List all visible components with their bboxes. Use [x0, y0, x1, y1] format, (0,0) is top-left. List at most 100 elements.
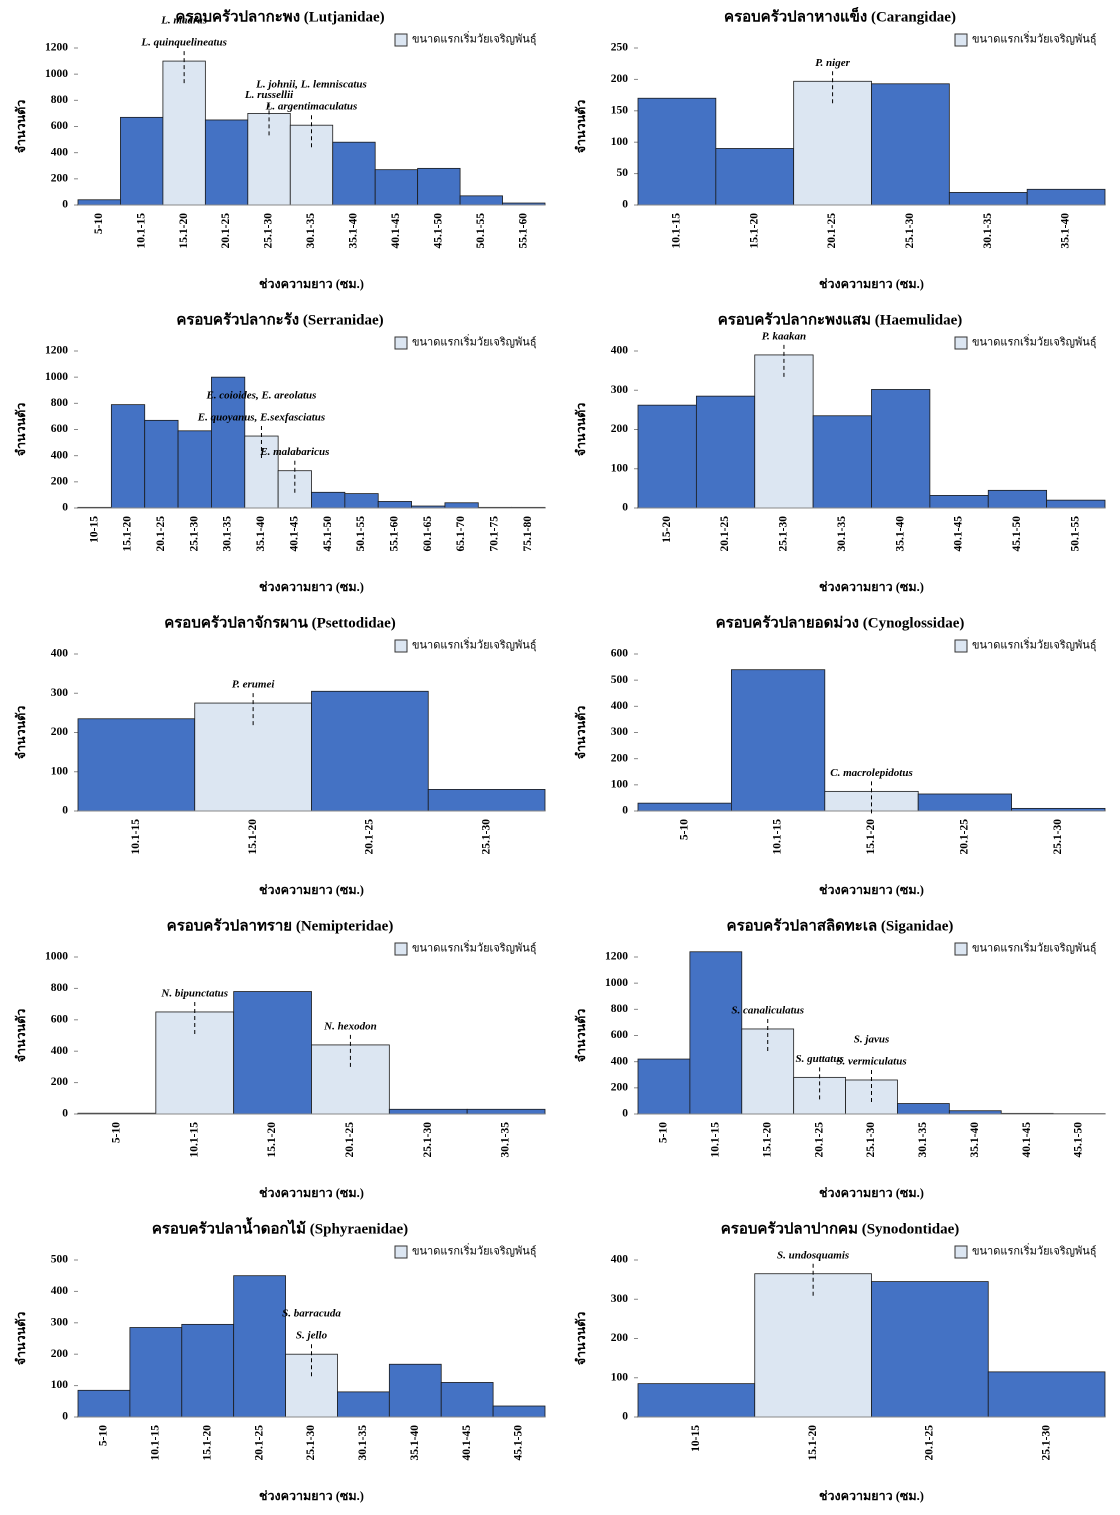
- y-tick-label: 400: [611, 700, 629, 712]
- x-tick-label: 10.1-15: [709, 1122, 721, 1158]
- y-tick-label: 400: [51, 1045, 69, 1057]
- bar: [492, 1405, 546, 1418]
- y-tick-label: 1200: [605, 951, 628, 963]
- y-tick-label: 600: [51, 120, 69, 132]
- x-tick-label: 30.1-35: [982, 213, 994, 249]
- x-tick-label: 10.1-15: [149, 1425, 161, 1461]
- y-tick-label: 500: [51, 1254, 69, 1266]
- y-tick-label: 0: [62, 199, 68, 211]
- annotation: P. kaakan: [762, 330, 806, 342]
- y-tick-label: 200: [611, 73, 629, 85]
- bar: [948, 192, 1028, 206]
- x-tick-label: 75.1-80: [522, 516, 534, 552]
- legend-label: ขนาดแรกเริ่มวัยเจริญพันธุ์: [972, 637, 1097, 652]
- x-tick-label: 20.1-25: [220, 213, 232, 249]
- chart-title: ครอบครัวปลากะพง (Lutjanidae): [175, 8, 384, 25]
- legend-label: ขนาดแรกเริ่มวัยเจริญพันธุ์: [972, 940, 1097, 955]
- y-tick-label: 200: [611, 423, 629, 435]
- legend-swatch: [954, 33, 968, 47]
- x-tick-label: 55.1-60: [517, 213, 529, 249]
- y-axis-title: จำนวนตัว: [14, 100, 28, 154]
- chart: ครอบครัวปลาจักรผาน (Psettodidae) จำนวนตัว…: [14, 614, 546, 897]
- bar: [233, 1275, 286, 1418]
- x-tick-label: 10.1-15: [135, 213, 147, 249]
- x-tick-label: 25.1-30: [778, 516, 790, 552]
- x-tick-label: 15.1-20: [247, 819, 259, 855]
- x-tick-label: 35.1-40: [969, 1122, 981, 1158]
- chart: ครอบครัวปลาหางแข็ง (Carangidae) จำนวนตัวช…: [574, 6, 1106, 291]
- bar: [824, 790, 919, 812]
- bar: [337, 1391, 390, 1418]
- chart-title: ครอบครัวปลาปากคม (Synodontidae): [721, 1220, 960, 1237]
- x-tick-label: 5-10: [658, 1122, 670, 1143]
- y-tick-label: 600: [51, 423, 69, 435]
- bar: [754, 354, 814, 509]
- legend-label: ขนาดแรกเริ่มวัยเจริญพันธุ์: [972, 334, 1097, 349]
- x-tick-label: 25.1-30: [904, 213, 916, 249]
- bar: [110, 404, 146, 509]
- bar: [77, 1389, 131, 1418]
- bar: [181, 1323, 235, 1418]
- x-tick-label: 5-10: [678, 819, 690, 840]
- y-axis-title: จำนวนตัว: [14, 1312, 28, 1366]
- x-tick-label: 20.1-25: [364, 819, 376, 855]
- x-tick-label: 35.1-40: [409, 1425, 421, 1461]
- x-tick-label: 15-20: [661, 516, 673, 543]
- x-tick-label: 20.1-25: [959, 819, 971, 855]
- x-tick-label: 20.1-25: [155, 516, 167, 552]
- bar: [144, 419, 179, 509]
- bar: [440, 1382, 494, 1418]
- y-axis-title: จำนวนตัว: [574, 1312, 588, 1366]
- y-tick-label: 100: [611, 462, 629, 474]
- bar: [987, 1371, 1106, 1418]
- x-tick-label: 25.1-30: [865, 1122, 877, 1158]
- y-tick-label: 500: [611, 674, 629, 686]
- y-tick-label: 100: [611, 136, 629, 148]
- x-tick-label: 15.1-20: [748, 213, 760, 249]
- annotation: E. quoyanus, E.sexfasciatus: [197, 412, 325, 424]
- y-tick-label: 1000: [45, 951, 68, 963]
- x-tick-label: 15.1-20: [761, 1122, 773, 1158]
- bar: [247, 113, 291, 206]
- x-tick-label: 35.1-40: [255, 516, 267, 552]
- x-tick-label: 55.1-60: [389, 516, 401, 552]
- x-tick-label: 45.1-50: [1011, 516, 1023, 552]
- legend-swatch: [394, 1245, 408, 1259]
- bar: [155, 1011, 235, 1115]
- y-tick-label: 400: [611, 1254, 629, 1266]
- y-tick-label: 400: [611, 1055, 629, 1067]
- legend-swatch: [394, 639, 408, 653]
- chart: ครอบครัวปลากะพง (Lutjanidae) จำนวนตัวช่วง…: [14, 8, 546, 291]
- y-tick-label: 800: [51, 94, 69, 106]
- y-tick-label: 250: [611, 42, 629, 54]
- bar: [427, 789, 546, 812]
- x-axis-title: ช่วงความยาว (ซม.): [819, 1186, 924, 1200]
- bar: [1026, 188, 1106, 206]
- y-axis-title: จำนวนตัว: [14, 403, 28, 457]
- x-tick-label: 10-15: [88, 516, 100, 543]
- legend-label: ขนาดแรกเริ่มวัยเจริญพันธุ์: [972, 1243, 1097, 1258]
- legend-label: ขนาดแรกเริ่มวัยเจริญพันธุ์: [412, 940, 537, 955]
- x-axis-title: ช่วงความยาว (ซม.): [259, 1186, 364, 1200]
- y-tick-label: 0: [622, 805, 628, 817]
- x-tick-label: 5-10: [111, 1122, 123, 1143]
- x-tick-label: 15.1-20: [201, 1425, 213, 1461]
- y-tick-label: 800: [611, 1003, 629, 1015]
- x-axis-title: ช่วงความยาว (ซม.): [819, 580, 924, 594]
- chart-title: ครอบครัวปลาทราย (Nemipteridae): [167, 917, 394, 934]
- y-tick-label: 400: [51, 146, 69, 158]
- y-tick-label: 0: [622, 502, 628, 514]
- y-tick-label: 0: [622, 1108, 628, 1120]
- x-tick-label: 30.1-35: [917, 1122, 929, 1158]
- legend-label: ขนาดแรกเริ่มวัยเจริญพันธุ์: [412, 637, 537, 652]
- y-tick-label: 200: [611, 1081, 629, 1093]
- bar: [871, 1281, 989, 1418]
- legend-label: ขนาดแรกเริ่มวัยเจริญพันธุ์: [412, 1243, 537, 1258]
- annotation: S. jello: [296, 1330, 328, 1342]
- legend-swatch: [954, 942, 968, 956]
- bar: [332, 141, 376, 206]
- x-tick-label: 10.1-15: [772, 819, 784, 855]
- bar: [211, 376, 246, 509]
- bar: [194, 702, 312, 812]
- x-tick-label: 35.1-40: [1060, 213, 1072, 249]
